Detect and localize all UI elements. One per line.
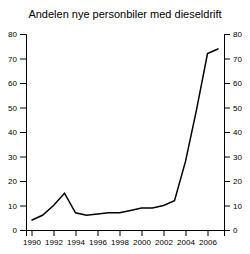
x-axis-tick-label: 2006 [199,238,217,247]
x-axis-tick-mark [76,230,77,236]
y-axis: 0 10 20 30 40 50 60 70 80 [8,30,26,235]
y-axis-tick-mark [20,157,26,158]
y-axis-tick-label: 50 [8,104,17,113]
y2-axis-tick: 40 [224,128,242,137]
y-axis-tick-mark [20,181,26,182]
x-axis-tick: 1994 [67,230,85,247]
chart: Andelen nye personbiler med dieseldrift 1… [0,0,250,254]
y2-axis-tick-label: 20 [233,177,242,186]
y2-axis-tick: 10 [224,202,242,211]
x-axis-tick-mark [142,230,143,236]
y2-axis-tick-label: 80 [233,30,242,39]
y2-axis-tick-label: 10 [233,202,242,211]
plot: 1990199219941996199820002002200420060102… [8,30,242,247]
x-axis-tick-mark [54,230,55,236]
x-axis-tick: 2000 [133,230,151,247]
y2-axis-tick-mark [224,34,230,35]
x-axis-tick: 1996 [89,230,107,247]
y-axis-tick: 40 [8,128,26,137]
y2-axis-tick-label: 50 [233,104,242,113]
y2-axis-tick: 20 [224,177,242,186]
y-axis-tick-mark [20,206,26,207]
x-axis-tick-label: 2004 [177,238,195,247]
y-axis-tick: 0 [13,226,26,235]
x-axis-tick-label: 1998 [111,238,129,247]
y-axis-tick-label: 0 [13,226,18,235]
x-axis-tick-mark [120,230,121,236]
y-axis-tick-label: 20 [8,177,17,186]
marks [32,49,219,221]
y2-axis-tick-label: 60 [233,79,242,88]
y2-axis-tick-mark [224,181,230,182]
x-axis-tick-label: 1996 [89,238,107,247]
x-axis-tick: 1990 [23,230,41,247]
x-axis-tick-label: 1994 [67,238,85,247]
y2-axis-tick: 50 [224,104,242,113]
x-axis-tick-label: 2000 [133,238,151,247]
y-axis-tick: 60 [8,79,26,88]
x-axis-tick-mark [32,230,33,236]
y2-axis-line [225,35,231,231]
y2-axis-tick: 0 [224,226,238,235]
y-axis-tick-mark [20,108,26,109]
y-axis-tick-label: 10 [8,202,17,211]
y-axis-tick-mark [20,59,26,60]
x-axis-line [27,231,225,237]
data-line [32,49,219,221]
x-axis-tick-mark [98,230,99,236]
y-axis-tick-mark [20,132,26,133]
x-axis-tick: 2004 [177,230,195,247]
y-axis-tick: 10 [8,202,26,211]
y-axis-tick: 20 [8,177,26,186]
y2-axis-tick-mark [224,157,230,158]
y2-axis-tick: 30 [224,153,242,162]
y-axis-tick-mark [20,34,26,35]
y2-axis-tick-mark [224,132,230,133]
y-axis-tick-mark [20,230,26,231]
y2-axis-tick-label: 30 [233,153,242,162]
y2-axis-tick-label: 70 [233,55,242,64]
y-axis-tick: 30 [8,153,26,162]
x-axis-tick-label: 1990 [23,238,41,247]
x-axis-tick: 1998 [111,230,129,247]
y-axis-tick-label: 30 [8,153,17,162]
y-axis-tick-mark [20,83,26,84]
y2-axis-tick: 70 [224,55,242,64]
x-axis-tick-label: 2002 [155,238,173,247]
x-axis-tick: 2002 [155,230,173,247]
y2-axis-tick-mark [224,59,230,60]
y-axis-tick: 80 [8,30,26,39]
y2-axis-tick: 60 [224,79,242,88]
x-axis-tick-mark [186,230,187,236]
y2-axis-tick-mark [224,206,230,207]
x-axis-tick: 2006 [199,230,217,247]
y-axis-line [20,35,27,231]
y-axis-tick: 70 [8,55,26,64]
y2-axis-tick-mark [224,83,230,84]
y2-axis-tick: 80 [224,30,242,39]
y-axis-tick-label: 80 [8,30,17,39]
y-axis-tick-label: 40 [8,128,17,137]
y2-axis-tick-label: 0 [233,226,238,235]
y2-axis: 0 10 20 30 40 50 60 70 80 [224,30,242,235]
y2-axis-tick-mark [224,108,230,109]
y-axis-tick-label: 60 [8,79,17,88]
y-axis-tick-label: 70 [8,55,17,64]
title: Andelen nye personbiler med dieseldrift [28,8,221,20]
y2-axis-tick-label: 40 [233,128,242,137]
x-axis-tick-mark [164,230,165,236]
y-axis-tick: 50 [8,104,26,113]
x-axis-tick-label: 1992 [45,238,63,247]
x-axis-tick-mark [208,230,209,236]
x-axis: 1990 1992 1994 1996 1998 2000 2002 2004 2006 [23,230,224,247]
y2-axis-tick-mark [224,230,230,231]
x-axis-tick: 1992 [45,230,63,247]
